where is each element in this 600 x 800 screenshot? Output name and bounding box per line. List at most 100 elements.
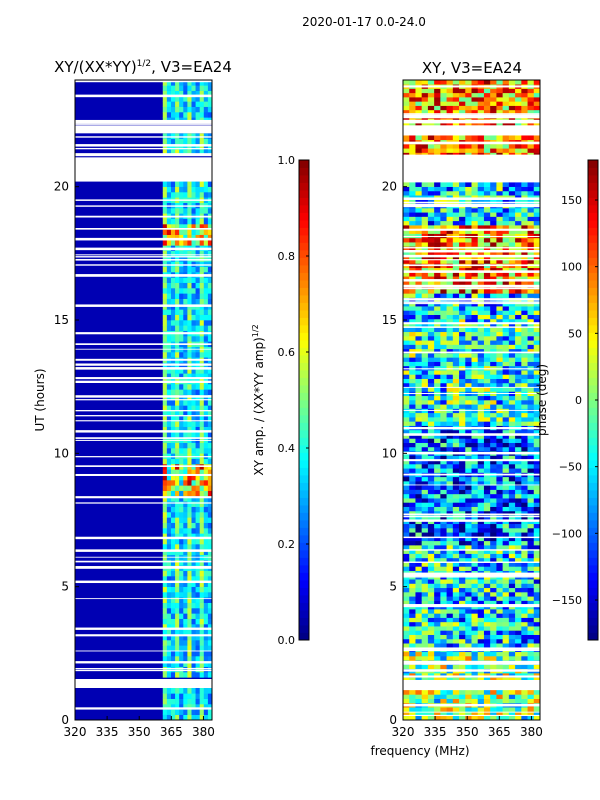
amp-cell xyxy=(195,405,200,411)
amp-cell xyxy=(199,261,205,267)
amp-cell xyxy=(175,576,180,582)
amp-cell xyxy=(179,490,184,497)
amp-cell xyxy=(207,96,213,102)
phase-cell xyxy=(465,190,472,196)
phase-cell xyxy=(471,148,479,153)
phase-cell xyxy=(477,370,485,375)
amp-cell xyxy=(162,528,168,534)
amp-cell xyxy=(175,480,180,486)
amp-cell xyxy=(166,250,172,257)
amp-cell xyxy=(162,458,168,465)
phase-cell xyxy=(496,331,503,337)
phase-colorbar-tick-label: −50 xyxy=(559,461,582,474)
phase-colorbar-segment xyxy=(588,407,598,416)
phase-cell xyxy=(521,353,528,358)
phase-cell xyxy=(471,634,479,640)
phase-cell xyxy=(427,400,435,405)
amp-cell xyxy=(207,90,213,97)
phase-cell xyxy=(434,109,441,115)
amp-colorbar-segment xyxy=(299,625,309,633)
amp-cell xyxy=(166,325,172,331)
phase-cell xyxy=(446,250,454,256)
phase-cell xyxy=(471,493,479,499)
phase-cell xyxy=(409,553,416,559)
phase-cell xyxy=(459,417,466,422)
phase-cell xyxy=(403,502,410,507)
phase-cell xyxy=(515,148,522,153)
amp-title-suffix: , V3=EA24 xyxy=(151,58,232,76)
phase-cell xyxy=(515,421,522,426)
phase-flag-line xyxy=(403,287,540,290)
phase-cell xyxy=(446,583,454,589)
amp-colorbar-segment xyxy=(299,340,309,348)
phase-cell xyxy=(502,370,510,375)
phase-cell xyxy=(471,272,479,277)
phase-cell xyxy=(434,229,441,234)
phase-cell xyxy=(459,190,466,196)
phase-cell xyxy=(421,459,429,465)
phase-cell xyxy=(440,417,447,422)
phase-cell xyxy=(465,365,472,371)
phase-cell xyxy=(446,216,454,222)
phase-cell xyxy=(452,715,460,721)
phase-cell xyxy=(521,250,528,256)
phase-cell xyxy=(440,186,447,192)
amp-cell xyxy=(183,528,188,534)
phase-cell xyxy=(515,216,522,222)
phase-cell xyxy=(483,532,491,537)
phase-cell xyxy=(502,314,510,320)
phase-cell xyxy=(440,242,447,247)
phase-cell xyxy=(527,395,535,401)
phase-cell xyxy=(483,395,491,401)
phase-cell xyxy=(483,549,491,554)
phase-cell xyxy=(434,592,441,597)
amp-cell xyxy=(170,586,176,593)
phase-cell xyxy=(465,630,472,635)
amp-cell xyxy=(183,234,188,241)
amp-cell xyxy=(166,586,172,593)
phase-cell xyxy=(452,455,460,461)
phase-cell xyxy=(427,617,435,623)
phase-cell xyxy=(490,690,497,695)
phase-cell xyxy=(533,327,541,333)
amp-cell xyxy=(175,501,180,507)
phase-cell xyxy=(440,378,447,384)
phase-cell xyxy=(508,464,516,469)
phase-cell xyxy=(459,276,466,281)
phase-cell xyxy=(440,562,447,567)
amp-cell xyxy=(183,645,188,651)
amp-cell xyxy=(207,704,213,710)
amp-cell xyxy=(207,480,213,486)
phase-cell xyxy=(446,498,454,503)
amp-cell xyxy=(187,266,192,273)
phase-cell xyxy=(446,459,454,465)
phase-cell xyxy=(434,549,441,554)
amp-colorbar: 0.00.20.40.60.81.0 XY amp. / (XX*YY amp)… xyxy=(251,154,310,647)
phase-cell xyxy=(427,540,435,546)
amp-cell xyxy=(162,218,168,225)
phase-cell xyxy=(409,566,416,571)
phase-cell xyxy=(409,481,416,486)
phase-cell xyxy=(434,429,441,435)
phase-cell xyxy=(446,417,454,422)
phase-cell xyxy=(452,489,460,495)
phase-cell xyxy=(415,421,422,426)
phase-cell xyxy=(502,135,510,141)
phase-cell xyxy=(496,267,503,273)
amp-colorbar-segment xyxy=(299,497,309,506)
phase-cell xyxy=(533,109,541,115)
phase-cell xyxy=(434,80,441,85)
amp-cell xyxy=(166,149,172,155)
phase-flag-line xyxy=(403,459,540,462)
amp-cell xyxy=(191,149,196,155)
amp-cell xyxy=(166,96,172,102)
amp-cell xyxy=(187,256,192,262)
phase-cell xyxy=(440,237,447,243)
phase-cell xyxy=(533,122,541,128)
phase-cell xyxy=(440,105,447,111)
phase-cell xyxy=(490,365,497,371)
amp-cell xyxy=(179,549,184,555)
phase-cell xyxy=(421,643,429,648)
amp-cell xyxy=(195,144,200,150)
phase-cell xyxy=(508,596,516,601)
